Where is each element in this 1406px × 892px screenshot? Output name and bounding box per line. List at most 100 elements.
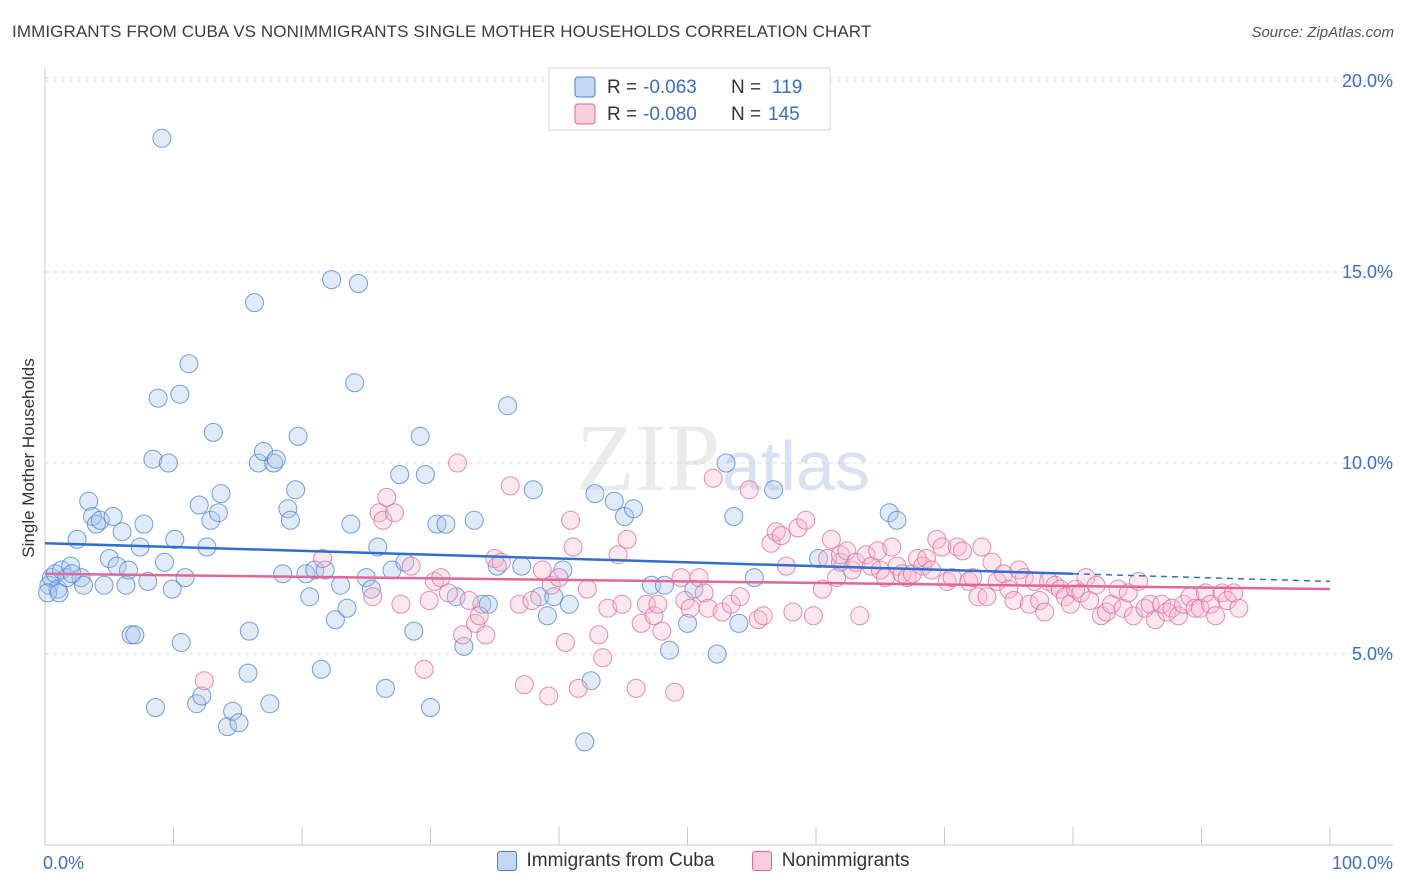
- nonimmigrant-point: [561, 510, 581, 530]
- cuba-point: [707, 644, 727, 664]
- nonimmigrant-point: [680, 598, 700, 618]
- cuba-point: [138, 571, 158, 591]
- cuba-point: [288, 426, 308, 446]
- cuba-point: [248, 453, 268, 473]
- cuba-point: [99, 549, 119, 568]
- nonimmigrant-point: [788, 518, 808, 538]
- cuba-point: [245, 293, 264, 313]
- cuba-point: [211, 484, 231, 504]
- trend-line-cuba-extension: [1072, 573, 1331, 583]
- cuba-point: [498, 396, 518, 416]
- nonimmigrant-point: [612, 594, 632, 614]
- cuba-point: [155, 552, 174, 572]
- cuba-point: [266, 449, 286, 469]
- legend-item-cuba[interactable]: Immigrants from Cuba: [496, 850, 714, 872]
- cuba-point: [192, 686, 212, 706]
- cuba-point: [349, 274, 368, 293]
- nonimmigrant-point: [665, 682, 685, 702]
- nonimmigrant-point: [868, 541, 888, 561]
- cuba-point: [203, 422, 223, 442]
- nonimmigrant-point: [796, 510, 816, 530]
- cuba-point: [264, 453, 284, 473]
- legend-blue-n-value: 119: [772, 77, 802, 98]
- cuba-point: [238, 663, 258, 683]
- cuba-point: [585, 484, 605, 504]
- cuba-point: [39, 575, 59, 595]
- cuba-point: [179, 354, 199, 374]
- cuba-point: [165, 529, 185, 549]
- nonimmigrant-point: [459, 591, 479, 610]
- cuba-point: [512, 556, 532, 576]
- cuba-point: [361, 579, 381, 599]
- cuba-point: [209, 503, 228, 523]
- nonimmigrant-point: [313, 549, 333, 568]
- cuba-point: [175, 568, 195, 588]
- nonimmigrant-point: [753, 606, 773, 626]
- cuba-point: [410, 426, 430, 446]
- cuba-point: [300, 587, 320, 607]
- cuba-point: [218, 717, 237, 737]
- cuba-point: [223, 701, 243, 721]
- nonimmigrant-point: [739, 480, 759, 500]
- cuba-point: [337, 598, 357, 618]
- nonimmigrant-point: [448, 453, 467, 473]
- nonimmigrant-point: [1162, 598, 1182, 618]
- cuba-point: [239, 621, 259, 641]
- trend-lines: [44, 541, 1331, 591]
- nonimmigrant-point: [1217, 591, 1237, 610]
- cuba-point: [286, 480, 306, 500]
- cuba-point: [158, 453, 178, 473]
- nonimmigrant-point: [522, 591, 542, 610]
- trend-line-nonimmigrants: [44, 572, 1331, 591]
- cuba-point: [341, 514, 361, 534]
- nonimmigrant-point: [882, 537, 902, 557]
- nonimmigrant-point: [771, 526, 791, 546]
- cuba-point: [368, 537, 388, 557]
- nonimmigrant-point: [391, 594, 411, 614]
- cuba-point: [103, 507, 123, 526]
- cuba-point: [537, 606, 557, 626]
- legend-pink-r-value: -0.080: [643, 104, 697, 125]
- cuba-point: [94, 575, 114, 595]
- axes: [44, 68, 1393, 846]
- cuba-point: [544, 587, 564, 607]
- cuba-point: [464, 510, 484, 530]
- y-tick-label: 20.0%: [1342, 71, 1393, 91]
- cuba-point: [654, 575, 674, 595]
- nonimmigrant-point: [1123, 606, 1143, 626]
- cuba-point: [119, 560, 138, 580]
- cuba-point: [305, 560, 325, 580]
- cuba-point: [74, 575, 93, 595]
- nonimmigrant-point: [568, 678, 588, 698]
- nonimmigrant-point: [1185, 598, 1205, 618]
- cuba-point: [79, 491, 99, 511]
- nonimmigrant-point: [1229, 598, 1249, 618]
- nonimmigrant-point: [514, 675, 534, 695]
- nonimmigrant-point: [636, 594, 656, 614]
- nonimmigrant-point: [694, 583, 714, 603]
- cuba-point: [660, 640, 679, 660]
- cuba-point: [134, 514, 154, 534]
- legend-blue-swatch: [574, 76, 596, 98]
- y-tick-label: 10.0%: [1342, 453, 1393, 473]
- cuba-point: [311, 659, 331, 679]
- cuba-point: [229, 713, 249, 733]
- nonimmigrant-point: [766, 522, 786, 542]
- nonimmigrant-point: [963, 568, 983, 588]
- cuba-point: [624, 499, 643, 519]
- legend-item-nonimmigrants[interactable]: Nonimmigrants: [751, 850, 910, 872]
- nonimmigrant-point: [593, 648, 613, 668]
- cuba-point: [280, 510, 300, 530]
- cuba-point: [273, 564, 293, 584]
- nonimmigrant-point: [803, 606, 823, 626]
- cuba-point: [86, 514, 106, 534]
- nonimmigrant-point: [555, 633, 575, 652]
- nonimmigrant-point: [1157, 602, 1177, 622]
- series-nonimmigrants: [194, 453, 1249, 706]
- nonimmigrant-point: [994, 564, 1014, 584]
- cuba-point: [90, 510, 110, 530]
- x-tick-label: 0.0%: [43, 853, 84, 873]
- legend-swatch-nonimmigrants: [751, 851, 772, 871]
- cuba-point: [170, 384, 190, 404]
